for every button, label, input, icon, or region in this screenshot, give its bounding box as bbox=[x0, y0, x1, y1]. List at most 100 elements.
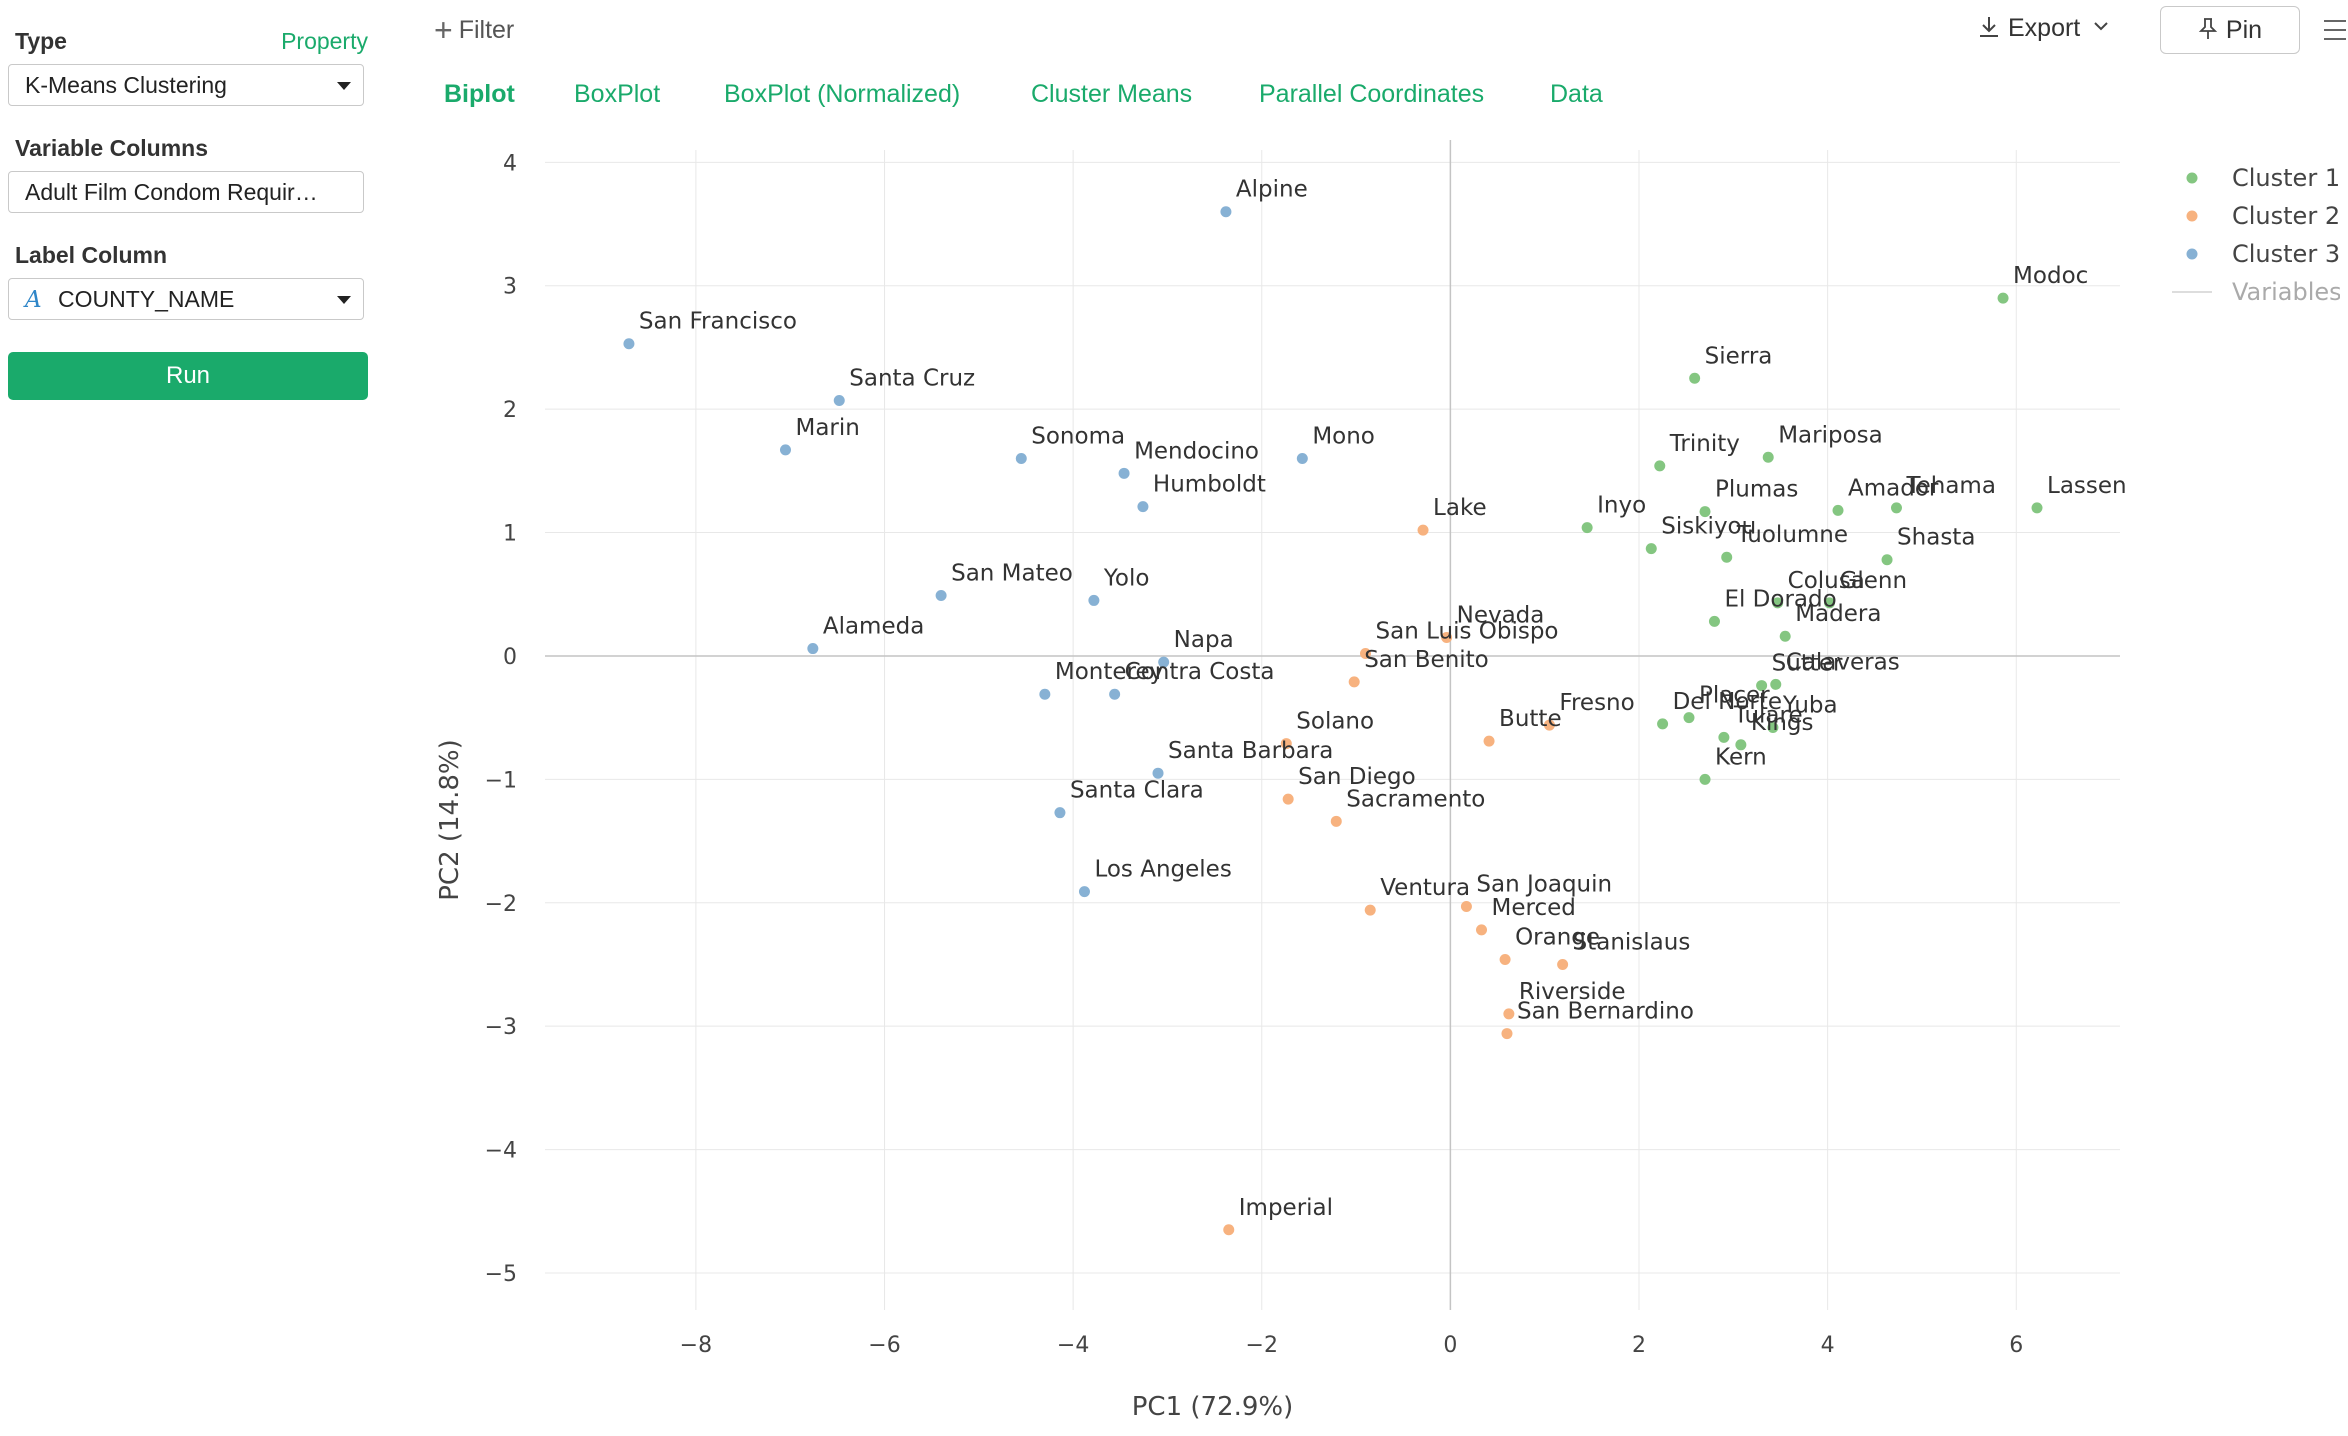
data-point[interactable] bbox=[1645, 543, 1657, 555]
data-point[interactable] bbox=[1699, 506, 1711, 518]
property-link[interactable]: Property bbox=[281, 28, 368, 54]
tab-boxplot-normalized[interactable]: BoxPlot (Normalized) bbox=[724, 80, 961, 108]
x-axis-title: PC1 (72.9%) bbox=[1132, 1392, 1294, 1422]
data-point[interactable] bbox=[1767, 722, 1779, 734]
data-point[interactable] bbox=[1501, 1028, 1513, 1040]
data-point[interactable] bbox=[1832, 504, 1844, 516]
data-point[interactable] bbox=[1088, 594, 1100, 606]
point-label: Santa Barbara bbox=[1168, 738, 1333, 764]
filter-button[interactable]: + Filter bbox=[434, 12, 514, 49]
data-point[interactable] bbox=[1441, 631, 1453, 643]
tab-cluster-means[interactable]: Cluster Means bbox=[1031, 80, 1193, 108]
data-point[interactable] bbox=[1158, 656, 1170, 668]
y-tick-label: −4 bbox=[485, 1139, 517, 1164]
point-label: San Mateo bbox=[951, 560, 1073, 586]
data-point[interactable] bbox=[1054, 807, 1066, 819]
point-label: Lassen bbox=[2047, 473, 2127, 499]
data-point[interactable] bbox=[1483, 735, 1495, 747]
point-label: Calaveras bbox=[1786, 649, 1900, 675]
point-label: Butte bbox=[1499, 706, 1562, 732]
y-tick-label: 2 bbox=[503, 398, 517, 423]
data-point[interactable] bbox=[1499, 954, 1511, 966]
data-point[interactable] bbox=[1770, 678, 1782, 690]
x-tick-label: 2 bbox=[1632, 1333, 1646, 1358]
data-point[interactable] bbox=[1137, 501, 1149, 513]
type-select[interactable]: K-Means Clustering bbox=[8, 64, 364, 106]
point-label: Modoc bbox=[2013, 263, 2088, 289]
data-point[interactable] bbox=[2031, 502, 2043, 514]
data-point[interactable] bbox=[1581, 522, 1593, 534]
data-point[interactable] bbox=[1296, 453, 1308, 465]
data-point[interactable] bbox=[1118, 467, 1130, 479]
run-button[interactable]: Run bbox=[8, 352, 368, 400]
data-point[interactable] bbox=[1708, 615, 1720, 627]
data-point[interactable] bbox=[1364, 904, 1376, 916]
label-column-label: Label Column bbox=[15, 242, 168, 268]
tab-parallel-coordinates[interactable]: Parallel Coordinates bbox=[1259, 80, 1485, 108]
point-label: Plumas bbox=[1715, 477, 1798, 503]
data-point[interactable] bbox=[1330, 815, 1342, 827]
data-point[interactable] bbox=[807, 643, 819, 655]
data-point[interactable] bbox=[1997, 292, 2009, 304]
point-label: Madera bbox=[1795, 601, 1881, 627]
data-point[interactable] bbox=[1348, 676, 1360, 688]
data-point[interactable] bbox=[1503, 1008, 1515, 1020]
tab-biplot[interactable]: Biplot bbox=[444, 80, 515, 108]
legend-entry[interactable]: Variables bbox=[2232, 278, 2342, 306]
toolbar: + Filter Export Pin bbox=[420, 0, 2348, 62]
y-tick-label: 3 bbox=[503, 275, 517, 300]
data-point[interactable] bbox=[1772, 597, 1784, 609]
data-point[interactable] bbox=[1756, 680, 1768, 692]
data-point[interactable] bbox=[1039, 688, 1051, 700]
hamburger-menu-icon[interactable] bbox=[2324, 20, 2346, 47]
data-point[interactable] bbox=[1824, 597, 1836, 609]
export-button[interactable]: Export bbox=[1978, 14, 2109, 43]
data-point[interactable] bbox=[1015, 453, 1027, 465]
x-tick-label: −2 bbox=[1246, 1333, 1278, 1358]
data-point[interactable] bbox=[1282, 793, 1294, 805]
pin-button[interactable]: Pin bbox=[2160, 6, 2300, 54]
data-point[interactable] bbox=[779, 444, 791, 456]
data-point[interactable] bbox=[1689, 372, 1701, 384]
data-point[interactable] bbox=[623, 338, 635, 350]
point-label: San Joaquin bbox=[1476, 871, 1612, 897]
data-point[interactable] bbox=[1683, 712, 1695, 724]
tab-data[interactable]: Data bbox=[1550, 80, 1603, 108]
x-tick-label: −8 bbox=[680, 1333, 712, 1358]
data-point[interactable] bbox=[1881, 554, 1893, 566]
data-point[interactable] bbox=[833, 395, 845, 407]
variable-columns-field[interactable]: Adult Film Condom Requir… bbox=[8, 171, 364, 213]
x-tick-label: −6 bbox=[868, 1333, 900, 1358]
data-point[interactable] bbox=[935, 589, 947, 601]
data-point[interactable] bbox=[1460, 900, 1472, 912]
label-column-select[interactable]: A COUNTY_NAME bbox=[8, 278, 364, 320]
data-point[interactable] bbox=[1220, 206, 1232, 218]
legend-entry[interactable]: Cluster 2 bbox=[2232, 202, 2340, 230]
data-point[interactable] bbox=[1543, 719, 1555, 731]
data-point[interactable] bbox=[1779, 630, 1791, 642]
data-point[interactable] bbox=[1718, 731, 1730, 743]
data-point[interactable] bbox=[1654, 460, 1666, 472]
data-point[interactable] bbox=[1557, 958, 1569, 970]
data-point[interactable] bbox=[1280, 738, 1292, 750]
data-point[interactable] bbox=[1078, 886, 1090, 898]
point-label: Yuba bbox=[1782, 693, 1838, 719]
data-point[interactable] bbox=[1735, 739, 1747, 751]
data-point[interactable] bbox=[1657, 718, 1669, 730]
legend-entry[interactable]: Cluster 1 bbox=[2232, 164, 2340, 192]
data-point[interactable] bbox=[1699, 773, 1711, 785]
data-point[interactable] bbox=[1476, 924, 1488, 936]
data-point[interactable] bbox=[1762, 451, 1774, 463]
y-axis-title: PC2 (14.8%) bbox=[435, 739, 465, 901]
data-point[interactable] bbox=[1152, 767, 1164, 779]
legend-entry[interactable]: Cluster 3 bbox=[2232, 240, 2340, 268]
data-point[interactable] bbox=[1417, 524, 1429, 536]
tab-boxplot[interactable]: BoxPlot bbox=[574, 80, 661, 108]
data-point[interactable] bbox=[1223, 1224, 1235, 1236]
point-label: Santa Clara bbox=[1070, 778, 1204, 804]
data-point[interactable] bbox=[1109, 688, 1121, 700]
plus-icon: + bbox=[434, 12, 453, 48]
data-point[interactable] bbox=[1360, 647, 1372, 659]
data-point[interactable] bbox=[1890, 502, 1902, 514]
data-point[interactable] bbox=[1721, 551, 1733, 563]
